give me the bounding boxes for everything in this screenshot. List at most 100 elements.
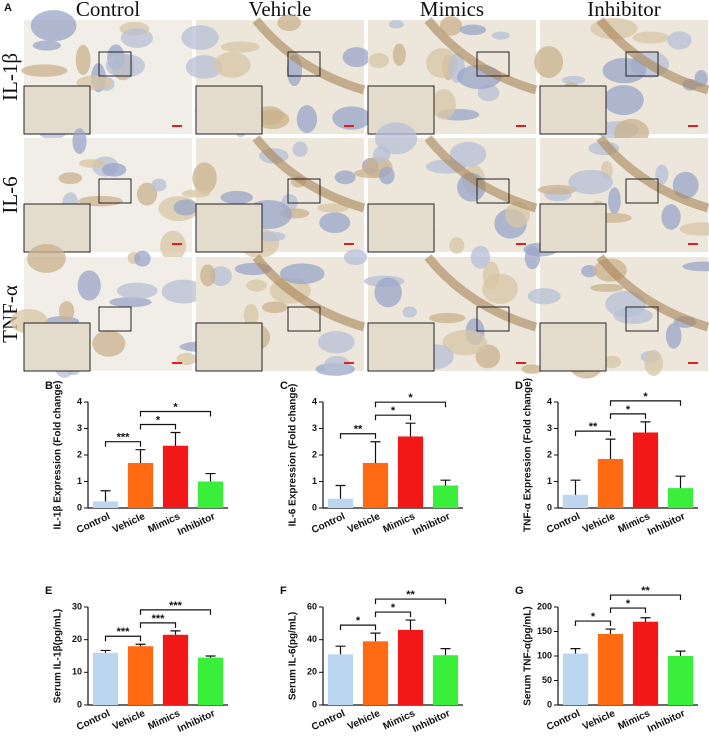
bar — [432, 655, 459, 705]
roi-box — [287, 178, 321, 204]
stain-band — [596, 17, 709, 95]
x-tick-label: Vehicle — [581, 708, 617, 733]
tissue — [605, 290, 647, 318]
y-tick-label: 2 — [547, 449, 552, 459]
significance-bracket — [104, 441, 142, 447]
y-tick-label: 150 — [537, 626, 552, 636]
tissue — [402, 306, 417, 318]
tissue — [343, 249, 368, 265]
tissue — [332, 106, 372, 130]
tissue — [319, 212, 351, 234]
tissue — [392, 43, 406, 66]
panel-letter: F — [280, 585, 287, 597]
tissue — [246, 279, 267, 292]
significance-bracket — [609, 400, 682, 406]
significance-label: * — [591, 611, 596, 623]
tissue — [439, 16, 463, 36]
bar — [397, 436, 424, 508]
tissue — [213, 52, 251, 78]
x-tick-label: Inhibitor — [646, 708, 687, 735]
tissue — [682, 261, 709, 272]
error-bar — [440, 479, 451, 486]
bar — [197, 481, 224, 508]
tissue — [590, 283, 624, 292]
x-tick-label: Vehicle — [346, 511, 382, 536]
x-tick-label: Inhibitor — [176, 511, 217, 538]
tissue — [30, 10, 77, 42]
tissue — [431, 89, 456, 120]
tissue — [482, 261, 500, 290]
error-bar — [405, 619, 416, 630]
tissue — [116, 282, 158, 299]
y-tick-label: 3 — [312, 423, 317, 433]
tissue — [220, 41, 260, 53]
significance-label: ** — [354, 424, 363, 436]
error-bar — [640, 617, 651, 622]
stain-band — [424, 17, 538, 95]
tissue — [92, 330, 126, 357]
tissue — [374, 122, 418, 155]
tissue — [379, 166, 395, 185]
x-tick-label: Control — [310, 511, 347, 536]
y-axis-label: IL-6 Expression (Fold change) — [288, 384, 299, 527]
inset — [23, 85, 91, 135]
significance-label: * — [391, 602, 396, 614]
tissue — [665, 323, 682, 349]
tissue — [470, 245, 491, 269]
y-axis-label: IL-1β Expression (Fold change) — [53, 381, 64, 530]
panel-letter: E — [45, 585, 52, 597]
x-tick-label: Control — [75, 511, 112, 536]
tissue — [388, 20, 404, 29]
bar — [667, 488, 694, 508]
bar — [667, 656, 694, 705]
bar — [632, 621, 659, 705]
roi-box — [476, 306, 510, 332]
bar — [597, 458, 624, 508]
significance-label: * — [408, 392, 413, 404]
stain-band — [252, 17, 366, 95]
bar — [362, 641, 389, 705]
y-tick-label: 4 — [312, 396, 317, 406]
x-tick-label: Inhibitor — [411, 511, 452, 538]
micrograph — [181, 135, 366, 259]
inset — [367, 322, 435, 372]
tissue — [568, 169, 613, 195]
x-tick-label: Vehicle — [581, 511, 617, 536]
roi-box — [625, 178, 659, 204]
bar — [327, 654, 354, 705]
tissue — [317, 331, 355, 354]
y-tick-label: 1 — [77, 476, 82, 486]
micrograph — [10, 244, 206, 378]
tissue — [491, 31, 510, 40]
significance-label: * — [643, 391, 648, 403]
tissue — [72, 128, 87, 155]
significance-bracket — [339, 624, 377, 631]
y-tick-label: 60 — [307, 601, 317, 611]
roi-box — [476, 51, 510, 77]
tissue — [449, 237, 465, 254]
micrograph — [367, 16, 538, 135]
significance-bracket — [609, 607, 647, 614]
error-bar — [675, 475, 686, 489]
inset — [23, 203, 91, 253]
y-tick-label: 10 — [72, 667, 82, 677]
roi-box — [625, 306, 659, 332]
error-bar — [605, 628, 616, 634]
stain-band — [252, 254, 366, 332]
tissue — [160, 230, 186, 262]
tissue — [134, 250, 151, 267]
micrograph — [181, 14, 372, 138]
tissue — [101, 163, 127, 177]
tissue — [334, 170, 356, 185]
panel-letter: D — [515, 380, 523, 392]
tissue — [200, 264, 216, 287]
tissue — [561, 75, 586, 85]
error-bar — [135, 449, 146, 463]
tissue — [262, 301, 288, 314]
bar — [432, 485, 459, 508]
roi-box — [287, 51, 321, 77]
error-bar — [640, 421, 651, 433]
micrograph — [527, 254, 709, 379]
inset — [23, 322, 91, 372]
roi-box — [625, 51, 659, 77]
